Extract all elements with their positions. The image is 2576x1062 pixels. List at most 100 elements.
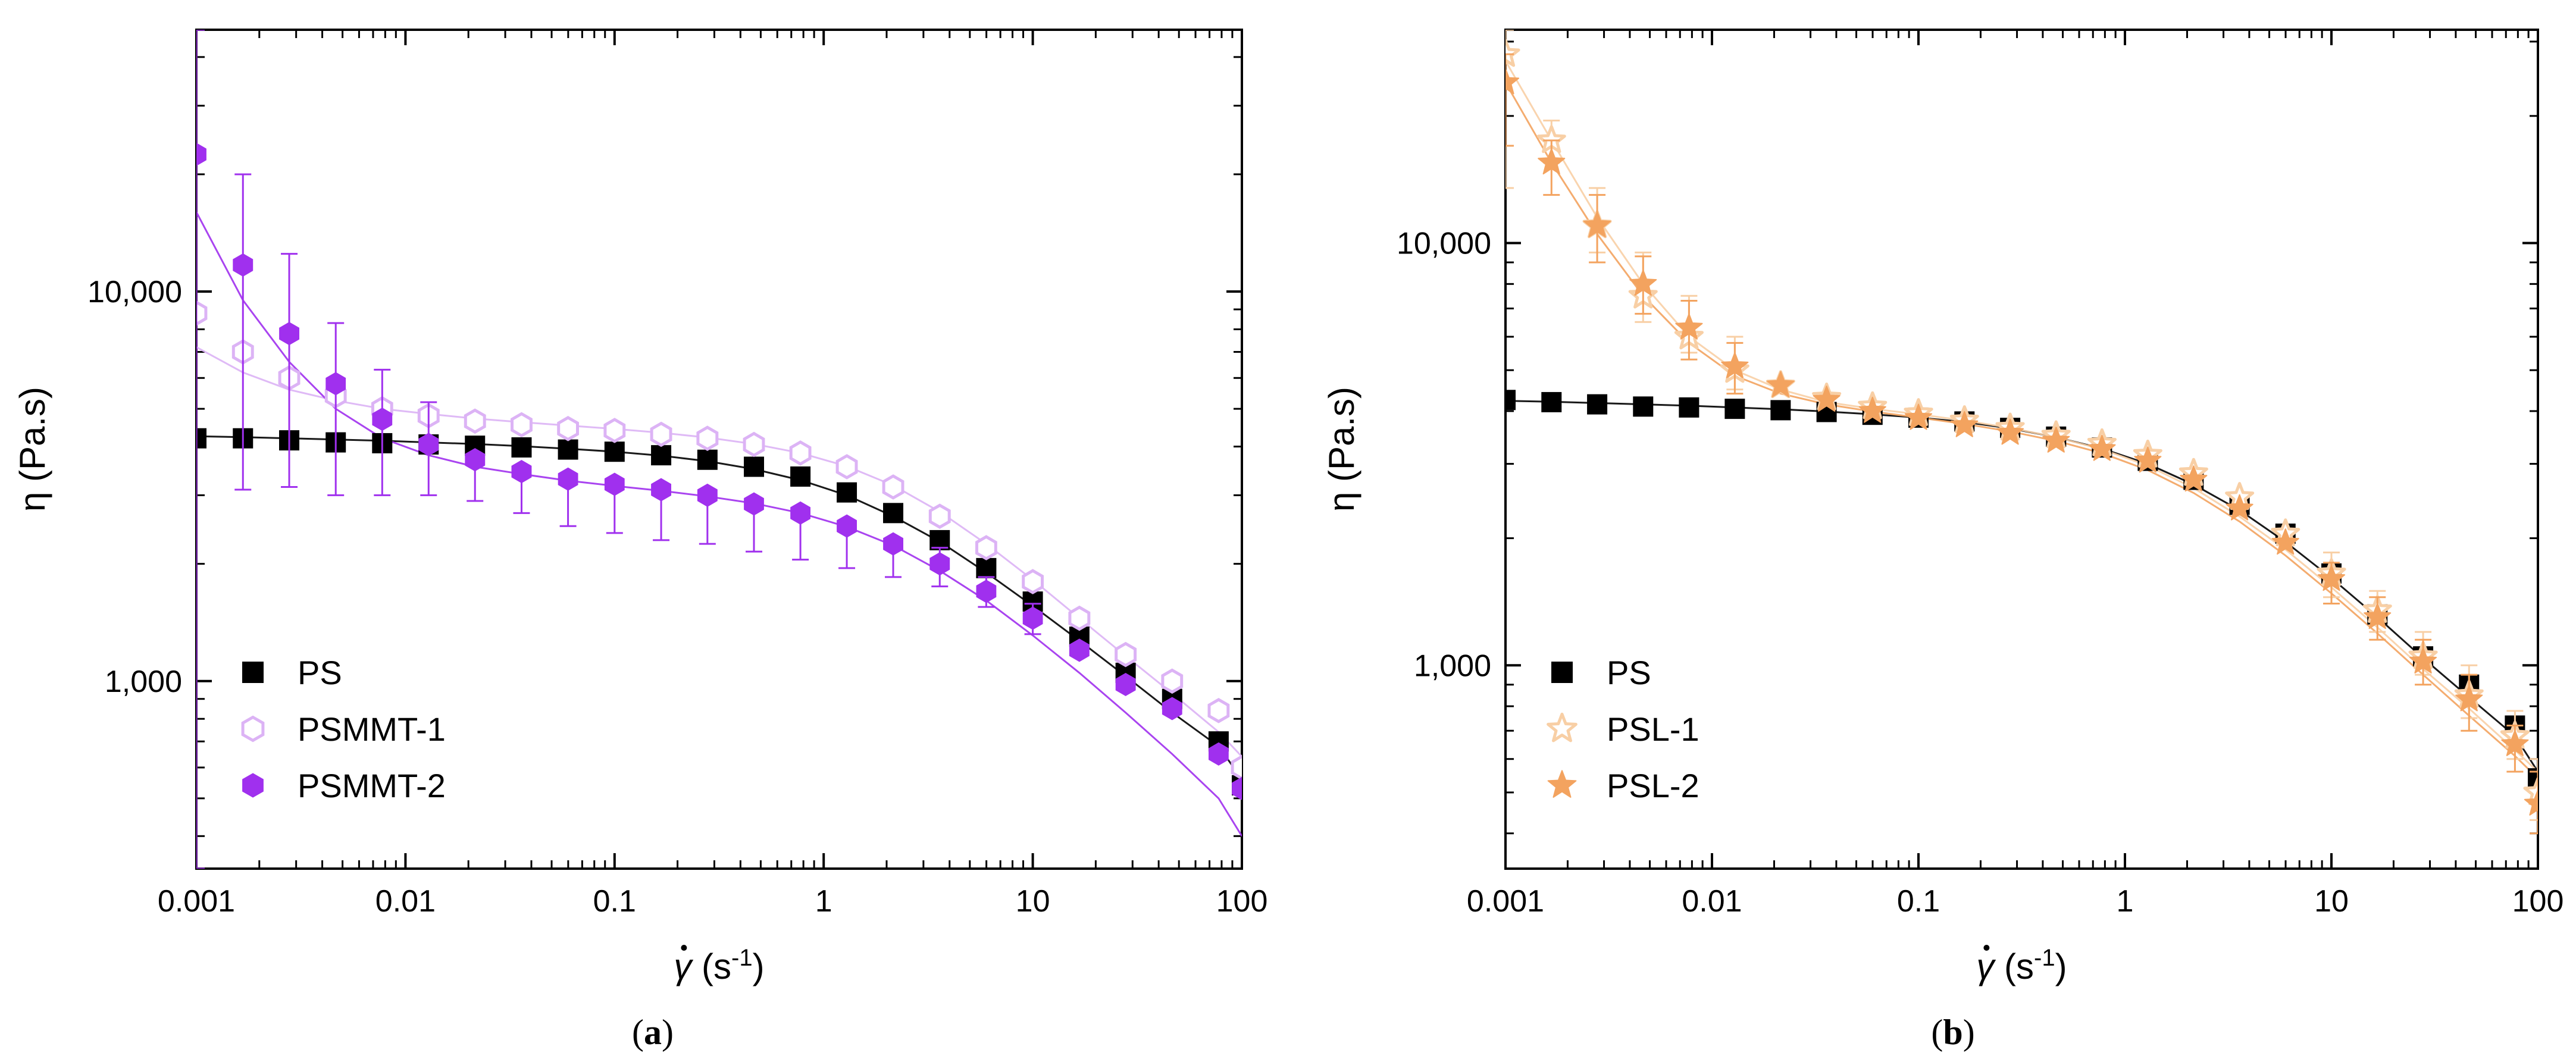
- legend-label-ps: PS: [298, 654, 342, 691]
- legend-marker-psl-2: [1547, 770, 1577, 798]
- caption-b: (b): [1931, 1013, 1974, 1052]
- data-point-psmmt-2: [233, 253, 253, 277]
- data-point-psmmt-2: [325, 372, 346, 396]
- chart-panel-a: 0.001 0.01 0.1 1 10 100 1,000 10,000 η (Pa.s) γ (…: [12, 29, 1268, 986]
- x-tick-label: 1: [2117, 884, 2134, 919]
- data-layer: [196, 30, 1242, 869]
- data-point-ps: [837, 482, 857, 503]
- legend-marker-ps: [242, 662, 264, 683]
- y-tick-label: 10,000: [1397, 227, 1491, 261]
- data-point-psl-2: [2134, 446, 2162, 473]
- data-point-psmmt-2: [790, 501, 810, 525]
- x-tick-label: 0.001: [158, 884, 235, 919]
- data-point-psmmt-1: [743, 431, 765, 458]
- data-point-psl-2: [2524, 789, 2538, 816]
- y-tick-label: 1,000: [1414, 649, 1491, 683]
- data-point-psmmt-2: [1232, 776, 1242, 800]
- data-point-psmmt-2: [279, 322, 299, 346]
- data-point-psmmt-1: [557, 416, 579, 441]
- data-point-ps: [1679, 397, 1699, 418]
- data-point-psmmt-2: [1022, 606, 1043, 630]
- data-point-psmmt-2: [372, 408, 393, 431]
- data-point-psl-2: [2088, 434, 2116, 461]
- y-axis-title: η (Pa.s): [12, 387, 52, 512]
- derivative-dot: [681, 945, 687, 951]
- data-point-ps: [558, 439, 578, 460]
- data-point-ps: [196, 428, 206, 449]
- data-point-psl-2: [2364, 603, 2392, 629]
- x-axis-title: γ (s-1): [674, 945, 764, 986]
- data-point-psmmt-1: [196, 300, 208, 326]
- data-point-psmmt-1: [511, 412, 533, 438]
- legend-marker-psmmt-1: [241, 715, 265, 743]
- y-axis-title: η (Pa.s): [1322, 387, 1361, 512]
- data-point-psmmt-2: [1115, 672, 1136, 697]
- data-point-psl-2: [2271, 528, 2299, 555]
- data-point-psl-2: [1858, 396, 1886, 423]
- series-psmmt-1: [196, 300, 1242, 781]
- x-tick-label: 0.1: [593, 884, 636, 919]
- data-point-psl-2: [2317, 565, 2346, 591]
- data-point-ps: [1022, 591, 1043, 612]
- x-tick-label: 0.001: [1467, 884, 1544, 919]
- data-point-psmmt-1: [464, 408, 486, 434]
- data-point-psmmt-2: [744, 492, 764, 516]
- data-point-psmmt-1: [1022, 569, 1044, 594]
- legend-label-ps: PS: [1607, 654, 1651, 691]
- data-point-psl-2: [2409, 647, 2437, 673]
- data-point-ps: [1541, 391, 1562, 412]
- x-tick-label: 10: [1016, 884, 1050, 919]
- legend-label-psl-1: PSL-1: [1607, 710, 1699, 748]
- data-point-psmmt-2: [651, 478, 671, 502]
- x-tick-label: 0.1: [1897, 884, 1940, 919]
- data-point-psmmt-1: [650, 421, 672, 447]
- legend-marker-psl-1: [1547, 712, 1577, 743]
- data-point-psmmt-2: [1069, 638, 1090, 662]
- data-point-psmmt-1: [1161, 668, 1184, 694]
- data-point-ps: [1724, 399, 1745, 419]
- y-axis: 1,000 10,000: [1397, 40, 2538, 835]
- data-point-psl-1: [1505, 39, 1520, 67]
- data-point-ps: [1587, 394, 1608, 415]
- data-point-psmmt-2: [418, 433, 439, 456]
- plot-frame: [1504, 29, 2539, 870]
- data-point-psmmt-2: [929, 552, 950, 576]
- x-tick-label: 1: [815, 884, 832, 919]
- data-point-ps: [744, 456, 765, 477]
- legend-label-psl-2: PSL-2: [1607, 767, 1699, 804]
- data-point-psmmt-2: [883, 532, 903, 556]
- data-point-ps: [697, 449, 718, 470]
- data-point-psl-2: [1629, 270, 1657, 296]
- x-tick-label: 100: [1216, 884, 1268, 919]
- legend: PS PSL-1 PSL-2: [1547, 654, 1699, 804]
- x-axis-title: γ (s-1): [1976, 945, 2067, 986]
- data-point-psmmt-2: [196, 142, 206, 167]
- data-point-psl-2: [2226, 494, 2253, 521]
- data-point-psl-2: [1583, 211, 1611, 237]
- data-point-psl-2: [2501, 729, 2529, 756]
- x-tick-label: 0.01: [1682, 884, 1742, 919]
- data-point-psmmt-2: [1209, 742, 1229, 766]
- data-point-ps: [976, 557, 997, 578]
- data-point-psmmt-1: [789, 440, 812, 466]
- data-point-psl-2: [1767, 371, 1795, 397]
- data-point-psl-2: [2455, 685, 2483, 712]
- y-tick-label: 10,000: [87, 275, 182, 309]
- data-point-psmmt-1: [696, 425, 719, 451]
- data-point-psmmt-1: [1207, 698, 1230, 723]
- data-point-ps: [929, 530, 950, 550]
- x-axis: 0.001 0.01 0.1 1 10 100: [1467, 30, 2564, 919]
- data-point-ps: [511, 437, 532, 458]
- data-point-psmmt-2: [604, 472, 625, 496]
- y-tick-label: 1,000: [105, 665, 182, 699]
- data-point-psl-2: [2180, 465, 2208, 492]
- data-point-psl-2: [1721, 352, 1749, 378]
- series-psmmt-2: [196, 30, 1242, 869]
- data-point-psmmt-2: [511, 460, 532, 484]
- data-point-psmmt-2: [837, 514, 857, 538]
- data-point-psl-2: [1996, 418, 2024, 445]
- caption-a: (a): [632, 1013, 674, 1052]
- data-point-ps: [1770, 400, 1791, 421]
